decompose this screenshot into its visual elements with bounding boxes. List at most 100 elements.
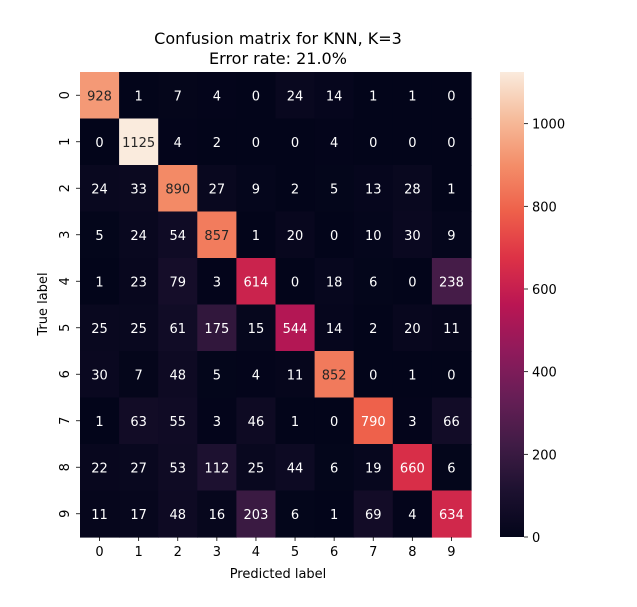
heatmap-cell (392, 258, 433, 306)
x-axis-ticks: 0 1 2 3 4 5 6 7 8 9 (95, 537, 456, 560)
heatmap-cell (80, 490, 120, 538)
cell-value-label: 0 (291, 136, 299, 151)
cell-value-label: 6 (369, 275, 377, 290)
heatmap-cell (80, 211, 120, 259)
heatmap-cell (197, 118, 237, 166)
y-tick-label: 7 (58, 417, 73, 425)
cell-value-label: 614 (244, 275, 269, 290)
heatmap-cell (353, 397, 394, 445)
heatmap-cell (392, 72, 433, 120)
heatmap-cell (119, 258, 159, 306)
heatmap-cell (353, 351, 394, 399)
cell-value-label: 5 (330, 182, 338, 197)
heatmap-cell (197, 258, 237, 306)
heatmap-cell (275, 72, 316, 120)
cell-value-label: 2 (369, 322, 377, 337)
cell-value-label: 14 (326, 322, 343, 337)
x-axis-label: Predicted label (230, 567, 327, 582)
y-tick-label: 3 (58, 231, 73, 239)
heatmap-cell (392, 118, 433, 166)
cell-value-label: 203 (244, 508, 269, 523)
heatmap-cell (353, 72, 394, 120)
cell-value-label: 14 (326, 89, 343, 104)
heatmap-cell (158, 72, 198, 120)
heatmap-cell (392, 490, 433, 538)
cell-value-label: 175 (204, 322, 229, 337)
heatmap-cell (80, 397, 120, 445)
cell-value-label: 9 (252, 182, 260, 197)
cell-value-label: 4 (213, 89, 221, 104)
colorbar-tick-label: 400 (532, 366, 557, 381)
heatmap-cell (314, 490, 355, 538)
cell-value-label: 5 (95, 229, 103, 244)
heatmap-cell (197, 444, 237, 492)
y-tick-label: 0 (58, 91, 73, 99)
x-tick-label: 4 (252, 545, 260, 560)
cell-value-label: 1 (447, 182, 455, 197)
heatmap-cell (353, 165, 394, 213)
heatmap-cell (353, 118, 394, 166)
cell-value-label: 4 (252, 368, 260, 383)
cell-value-label: 660 (400, 461, 425, 476)
colorbar (500, 72, 524, 537)
heatmap-cell (275, 304, 316, 352)
cell-value-label: 790 (361, 415, 386, 430)
cell-value-label: 0 (95, 136, 103, 151)
heatmap-cell (314, 165, 355, 213)
cell-value-label: 10 (365, 229, 382, 244)
cell-value-label: 928 (87, 89, 112, 104)
cell-value-label: 1 (369, 89, 377, 104)
heatmap-cell (80, 444, 120, 492)
heatmap-cell (275, 444, 316, 492)
colorbar-tick-label: 0 (532, 531, 540, 546)
cell-value-label: 4 (408, 508, 416, 523)
heatmap-cell (119, 444, 159, 492)
cell-value-label: 16 (209, 508, 226, 523)
y-tick-label: 2 (58, 184, 73, 192)
cell-value-label: 0 (330, 229, 338, 244)
heatmap-cell (80, 165, 120, 213)
heatmap-cell (431, 258, 472, 306)
cell-value-label: 5 (213, 368, 221, 383)
heatmap-cell (314, 72, 355, 120)
cell-value-label: 2 (213, 136, 221, 151)
heatmap-cell (431, 72, 472, 120)
heatmap-cell (275, 351, 316, 399)
cell-value-label: 55 (169, 415, 186, 430)
cell-value-label: 0 (330, 415, 338, 430)
heatmap-cell (197, 351, 237, 399)
cell-value-label: 0 (252, 89, 260, 104)
cell-value-label: 30 (91, 368, 108, 383)
heatmap-cell (119, 351, 159, 399)
heatmap-cell (275, 165, 316, 213)
cell-value-label: 1 (408, 89, 416, 104)
cell-value-label: 0 (447, 89, 455, 104)
y-tick-label: 9 (58, 510, 73, 518)
cell-value-label: 63 (130, 415, 147, 430)
cell-value-label: 1 (135, 89, 143, 104)
heatmap-cell (392, 351, 433, 399)
heatmap-cell (197, 304, 237, 352)
cell-value-label: 24 (287, 89, 304, 104)
chart-title-line-1: Confusion matrix for KNN, K=3 (154, 29, 402, 48)
cell-value-label: 22 (91, 461, 108, 476)
y-tick-label: 4 (58, 277, 73, 285)
cell-value-label: 857 (204, 229, 229, 244)
heatmap-cell (119, 72, 159, 120)
cell-value-label: 61 (169, 322, 186, 337)
cell-value-label: 0 (447, 368, 455, 383)
cell-value-label: 7 (135, 368, 143, 383)
cell-value-label: 2 (291, 182, 299, 197)
cell-value-label: 9 (447, 229, 455, 244)
cell-value-label: 238 (439, 275, 464, 290)
x-tick-label: 0 (95, 545, 103, 560)
y-tick-label: 8 (58, 463, 73, 471)
heatmap-cell (275, 397, 316, 445)
heatmap-cell (236, 351, 277, 399)
x-tick-label: 7 (369, 545, 377, 560)
heatmap-cell (353, 490, 394, 538)
heatmap-cell (236, 304, 277, 352)
colorbar-ticks: 0 200 400 600 800 1000 (524, 118, 565, 546)
cell-value-label: 79 (169, 275, 186, 290)
cell-value-label: 1 (330, 508, 338, 523)
